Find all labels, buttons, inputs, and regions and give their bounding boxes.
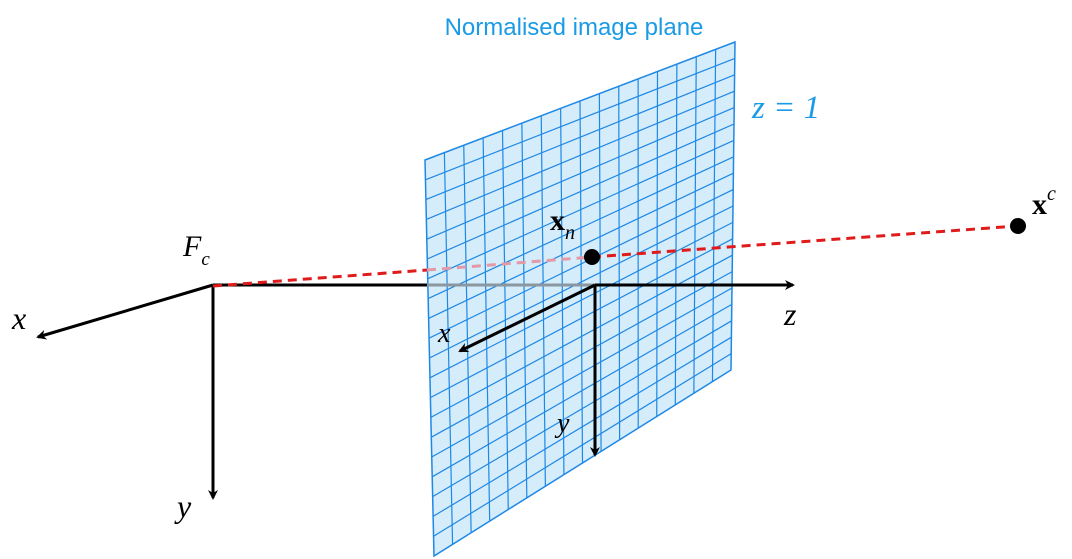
plane-grid-horizontal-line <box>430 238 733 399</box>
plane-grid-horizontal-line <box>429 221 734 379</box>
plane-grid-horizontal-line <box>426 107 735 240</box>
plane-grid-horizontal-line <box>432 320 732 498</box>
plane-grid-horizontal-line <box>426 90 735 220</box>
image-y-label: y <box>554 408 570 439</box>
ray-segment-hidden <box>426 255 593 272</box>
camera-z-label: z <box>783 296 797 332</box>
normalised-point-label-sub: n <box>565 222 575 244</box>
camera-frame-label-main: F <box>182 230 202 263</box>
image-x-label: x <box>437 318 451 349</box>
camera-point-label-main: x <box>1032 188 1047 221</box>
normalised-point-label-main: x <box>550 204 565 237</box>
plane-grid-horizontal-line <box>431 271 733 438</box>
plane-grid-horizontal-line <box>432 336 732 517</box>
plane-grid <box>425 49 736 545</box>
plane-grid-horizontal-line <box>431 287 733 458</box>
plane-grid-horizontal-line <box>429 205 734 359</box>
camera-x-label: x <box>11 300 26 336</box>
normalised-point-label: xn <box>550 204 575 244</box>
camera-point <box>1010 218 1026 234</box>
plane-equation: z = 1 <box>751 90 820 126</box>
plane-grid-horizontal-line <box>428 172 734 319</box>
camera-frame-label-sub: c <box>201 249 210 270</box>
camera-x-axis <box>36 283 214 340</box>
plane-grid-horizontal-line <box>425 74 735 201</box>
camera-point-label: xc <box>1032 183 1056 221</box>
plane-grid-horizontal-line <box>428 189 734 339</box>
normalised-point <box>584 249 600 265</box>
camera-y-label: y <box>174 488 192 524</box>
plane-grid-horizontal-line <box>431 303 733 478</box>
ray-segment-front <box>212 268 428 288</box>
plane-grid-horizontal-line <box>427 139 735 280</box>
image-x-axis <box>458 283 596 353</box>
plane-grid-horizontal-line <box>427 123 735 260</box>
plane-grid-horizontal-line <box>427 156 734 300</box>
camera-point-label-sup: c <box>1047 183 1056 205</box>
camera-frame-label: Fc <box>182 230 210 270</box>
plane-title: Normalised image plane <box>445 14 704 41</box>
ray-segment-back <box>591 224 1018 259</box>
plane-grid-horizontal-line <box>425 57 736 181</box>
plane-grid-horizontal-line <box>433 353 732 537</box>
plane-grid-horizontal-line <box>430 254 733 418</box>
